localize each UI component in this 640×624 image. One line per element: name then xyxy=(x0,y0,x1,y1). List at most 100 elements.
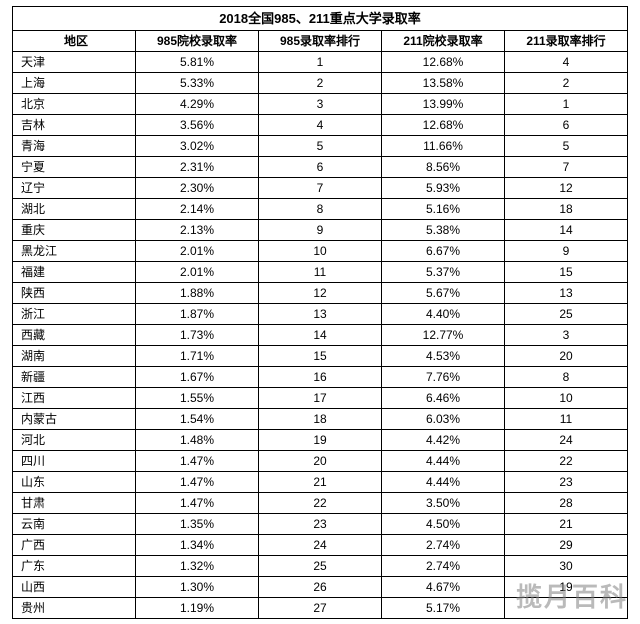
table-cell: 5.38% xyxy=(382,220,505,241)
table-cell: 浙江 xyxy=(13,304,136,325)
table-cell: 21 xyxy=(259,472,382,493)
table-row: 甘肃1.47%223.50%28 xyxy=(13,493,628,514)
table-row: 青海3.02%511.66%5 xyxy=(13,136,628,157)
table-cell: 天津 xyxy=(13,52,136,73)
table-cell: 2.74% xyxy=(382,556,505,577)
column-header: 985录取率排行 xyxy=(259,31,382,52)
table-cell: 1.87% xyxy=(136,304,259,325)
table-cell: 1.67% xyxy=(136,367,259,388)
table-cell: 2.14% xyxy=(136,199,259,220)
table-row: 西藏1.73%1412.77%3 xyxy=(13,325,628,346)
table-cell: 8 xyxy=(505,367,628,388)
title-row: 2018全国985、211重点大学录取率 xyxy=(13,7,628,31)
table-cell: 15 xyxy=(259,346,382,367)
table-cell: 4.42% xyxy=(382,430,505,451)
table-cell: 12.68% xyxy=(382,52,505,73)
table-cell: 11 xyxy=(505,409,628,430)
table-cell: 4.67% xyxy=(382,577,505,598)
table-cell: 18 xyxy=(505,199,628,220)
header-row: 地区985院校录取率985录取率排行211院校录取率211录取率排行 xyxy=(13,31,628,52)
table-cell: 8 xyxy=(259,199,382,220)
table-cell: 14 xyxy=(259,325,382,346)
table-cell: 1.30% xyxy=(136,577,259,598)
table-cell: 4.44% xyxy=(382,472,505,493)
table-cell: 25 xyxy=(505,304,628,325)
table-cell: 陕西 xyxy=(13,283,136,304)
table-row: 山东1.47%214.44%23 xyxy=(13,472,628,493)
table-cell: 28 xyxy=(505,493,628,514)
table-cell: 3.50% xyxy=(382,493,505,514)
table-cell: 6.67% xyxy=(382,241,505,262)
table-cell: 5.17% xyxy=(382,598,505,619)
table-cell: 1.32% xyxy=(136,556,259,577)
table-cell: 1.47% xyxy=(136,493,259,514)
table-cell: 黑龙江 xyxy=(13,241,136,262)
table-cell: 22 xyxy=(505,451,628,472)
table-cell: 广东 xyxy=(13,556,136,577)
table-row: 山西1.30%264.67%19 xyxy=(13,577,628,598)
table-row: 河北1.48%194.42%24 xyxy=(13,430,628,451)
table-cell: 上海 xyxy=(13,73,136,94)
table-cell: 1.71% xyxy=(136,346,259,367)
table-cell: 29 xyxy=(505,535,628,556)
table-cell: 湖北 xyxy=(13,199,136,220)
table-cell: 云南 xyxy=(13,514,136,535)
table-cell: 5.33% xyxy=(136,73,259,94)
table-cell: 广西 xyxy=(13,535,136,556)
table-cell: 16 xyxy=(259,367,382,388)
table-row: 四川1.47%204.44%22 xyxy=(13,451,628,472)
table-cell: 1.35% xyxy=(136,514,259,535)
table-cell: 19 xyxy=(259,430,382,451)
table-row: 辽宁2.30%75.93%12 xyxy=(13,178,628,199)
table-row: 吉林3.56%412.68%6 xyxy=(13,115,628,136)
table-cell: 11.66% xyxy=(382,136,505,157)
table-cell: 3.02% xyxy=(136,136,259,157)
table-cell: 4.50% xyxy=(382,514,505,535)
table-cell: 辽宁 xyxy=(13,178,136,199)
table-row: 广东1.32%252.74%30 xyxy=(13,556,628,577)
table-cell: 26 xyxy=(259,577,382,598)
table-cell: 9 xyxy=(505,241,628,262)
table-cell: 9 xyxy=(259,220,382,241)
table-cell: 1.88% xyxy=(136,283,259,304)
table-cell: 3.56% xyxy=(136,115,259,136)
table-cell: 20 xyxy=(505,346,628,367)
table-row: 湖北2.14%85.16%18 xyxy=(13,199,628,220)
table-cell: 17 xyxy=(259,388,382,409)
table-cell: 四川 xyxy=(13,451,136,472)
table-title: 2018全国985、211重点大学录取率 xyxy=(13,7,628,31)
table-row: 上海5.33%213.58%2 xyxy=(13,73,628,94)
table-row: 贵州1.19%275.17% xyxy=(13,598,628,619)
table-row: 宁夏2.31%68.56%7 xyxy=(13,157,628,178)
table-cell: 北京 xyxy=(13,94,136,115)
table-cell: 23 xyxy=(259,514,382,535)
table-cell: 5 xyxy=(505,136,628,157)
table-cell: 重庆 xyxy=(13,220,136,241)
table-cell: 6 xyxy=(505,115,628,136)
table-cell: 14 xyxy=(505,220,628,241)
table-cell: 23 xyxy=(505,472,628,493)
column-header: 211录取率排行 xyxy=(505,31,628,52)
table-cell: 1.73% xyxy=(136,325,259,346)
table-cell: 2.30% xyxy=(136,178,259,199)
table-cell: 1.47% xyxy=(136,472,259,493)
table-cell: 2.31% xyxy=(136,157,259,178)
table-cell: 12.77% xyxy=(382,325,505,346)
table-cell: 2 xyxy=(259,73,382,94)
table-cell: 西藏 xyxy=(13,325,136,346)
table-cell: 3 xyxy=(259,94,382,115)
table-row: 陕西1.88%125.67%13 xyxy=(13,283,628,304)
table-cell: 吉林 xyxy=(13,115,136,136)
table-row: 新疆1.67%167.76%8 xyxy=(13,367,628,388)
table-cell: 6.46% xyxy=(382,388,505,409)
table-cell: 宁夏 xyxy=(13,157,136,178)
table-cell: 1.55% xyxy=(136,388,259,409)
table-cell: 7 xyxy=(259,178,382,199)
table-cell: 27 xyxy=(259,598,382,619)
table-cell: 5.67% xyxy=(382,283,505,304)
table-cell: 11 xyxy=(259,262,382,283)
table-cell: 2.13% xyxy=(136,220,259,241)
table-row: 黑龙江2.01%106.67%9 xyxy=(13,241,628,262)
table-cell: 20 xyxy=(259,451,382,472)
table-cell: 1 xyxy=(505,94,628,115)
